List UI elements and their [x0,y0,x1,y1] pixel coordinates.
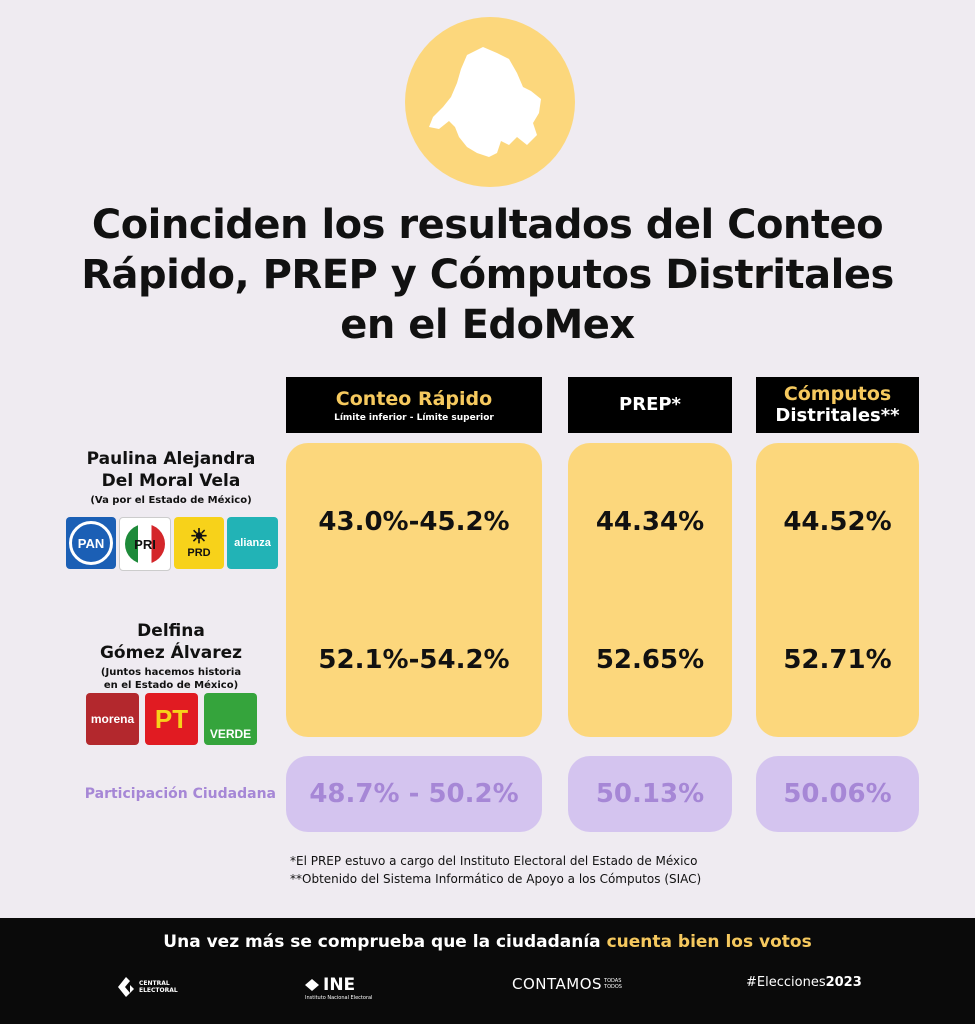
footer-bar [0,918,975,1024]
candidate-2-name-line-1: Delfina [137,621,205,641]
nueva-alianza-logo-icon: alianza [227,517,278,569]
central-electoral-logo: CENTRAL ELECTORAL [116,975,178,999]
hashtag-year: 2023 [825,975,862,990]
edomex-map-badge [405,17,575,187]
central-electoral-icon [118,977,134,997]
candidate-2-party-logos: morena PT VERDE [86,693,258,745]
page-title: Coinciden los resultados del Conteo Rápi… [0,200,975,350]
candidate-1-coalition: (Va por el Estado de México) [90,495,252,506]
prd-logo-icon: ☀ PRD [174,517,224,569]
header-prep-label: PREP* [619,394,681,415]
ine-subtext: Instituto Nacional Electoral [305,995,373,1001]
header-computos-label-2: Distritales** [775,405,900,426]
candidate-2-coalition-line-2: en el Estado de México) [103,680,239,691]
hashtag-elecciones: #Elecciones 2023 [746,975,862,990]
participation-conteo: 48.7% - 50.2% [286,756,542,832]
contamos-small-1: TODAS [604,978,622,984]
morena-logo-icon: morena [86,693,139,745]
card-conteo [286,443,542,737]
value-computos-candidate-1: 44.52% [783,507,892,537]
candidate-1-name-line-1: Paulina Alejandra [86,449,256,469]
title-line-3: en el EdoMex [340,302,635,348]
footer-slogan-text: Una vez más se comprueba que la ciudadan… [163,932,607,952]
participation-label: Participación Ciudadana [84,786,276,802]
value-prep-candidate-2: 52.65% [595,645,705,675]
footer-slogan-highlight: cuenta bien los votos [606,932,812,952]
candidate-2-coalition-line-1: (Juntos hacemos historia [100,667,242,678]
ine-logo: INE Instituto Nacional Electoral [305,975,372,1001]
candidate-2-name-line-2: Gómez Álvarez [99,643,243,663]
footnotes: *El PREP estuvo a cargo del Instituto El… [290,852,890,888]
header-computos-label-1: Cómputos [783,383,892,405]
value-conteo-candidate-1: 43.0%-45.2% [318,507,510,537]
header-conteo-rapido: Conteo Rápido Límite inferior - Límite s… [286,377,542,433]
value-prep-candidate-1: 44.34% [595,507,705,537]
candidate-2-coalition: (Juntos hacemos historia en el Estado de… [62,666,280,692]
card-computos [756,443,919,737]
footnote-computos: **Obtenido del Sistema Informático de Ap… [290,872,702,886]
candidate-1-name-line-2: Del Moral Vela [101,471,241,491]
ine-text: INE [323,975,356,995]
pt-logo-icon: PT [145,693,198,745]
pri-logo-icon: PRI [119,517,171,571]
footnote-prep: *El PREP estuvo a cargo del Instituto El… [290,854,698,868]
pan-logo-icon: PAN [66,517,116,569]
edomex-map-icon [429,47,541,157]
contamos-small-2: TODOS [604,984,622,990]
verde-logo-icon: VERDE [204,693,257,745]
contamos-text: CONTAMOS [512,975,603,993]
candidate-1-name: Paulina Alejandra Del Moral Vela [62,448,280,492]
ine-icon [305,979,319,991]
header-computos: Cómputos Distritales** [756,377,919,433]
contamos-logo: CONTAMOS TODAS TODOS [512,975,622,993]
header-conteo-label: Conteo Rápido [335,387,493,410]
footer-slogan: Una vez más se comprueba que la ciudadan… [0,932,975,952]
card-prep [568,443,732,737]
participation-prep: 50.13% [568,756,732,832]
title-line-2: Rápido, PREP y Cómputos Distritales [81,252,894,298]
central-electoral-text: CENTRAL ELECTORAL [139,980,178,994]
candidate-1-party-logos: PAN PRI ☀ PRD alianza [66,517,278,571]
title-line-1: Coinciden los resultados del Conteo [91,202,884,248]
value-conteo-candidate-2: 52.1%-54.2% [318,645,510,675]
header-prep: PREP* [568,377,732,433]
value-computos-candidate-2: 52.71% [783,645,892,675]
hashtag-text: #Elecciones [746,975,826,990]
candidate-2-name: Delfina Gómez Álvarez [62,620,280,664]
participation-computos: 50.06% [756,756,919,832]
header-conteo-sub: Límite inferior - Límite superior [334,412,494,423]
